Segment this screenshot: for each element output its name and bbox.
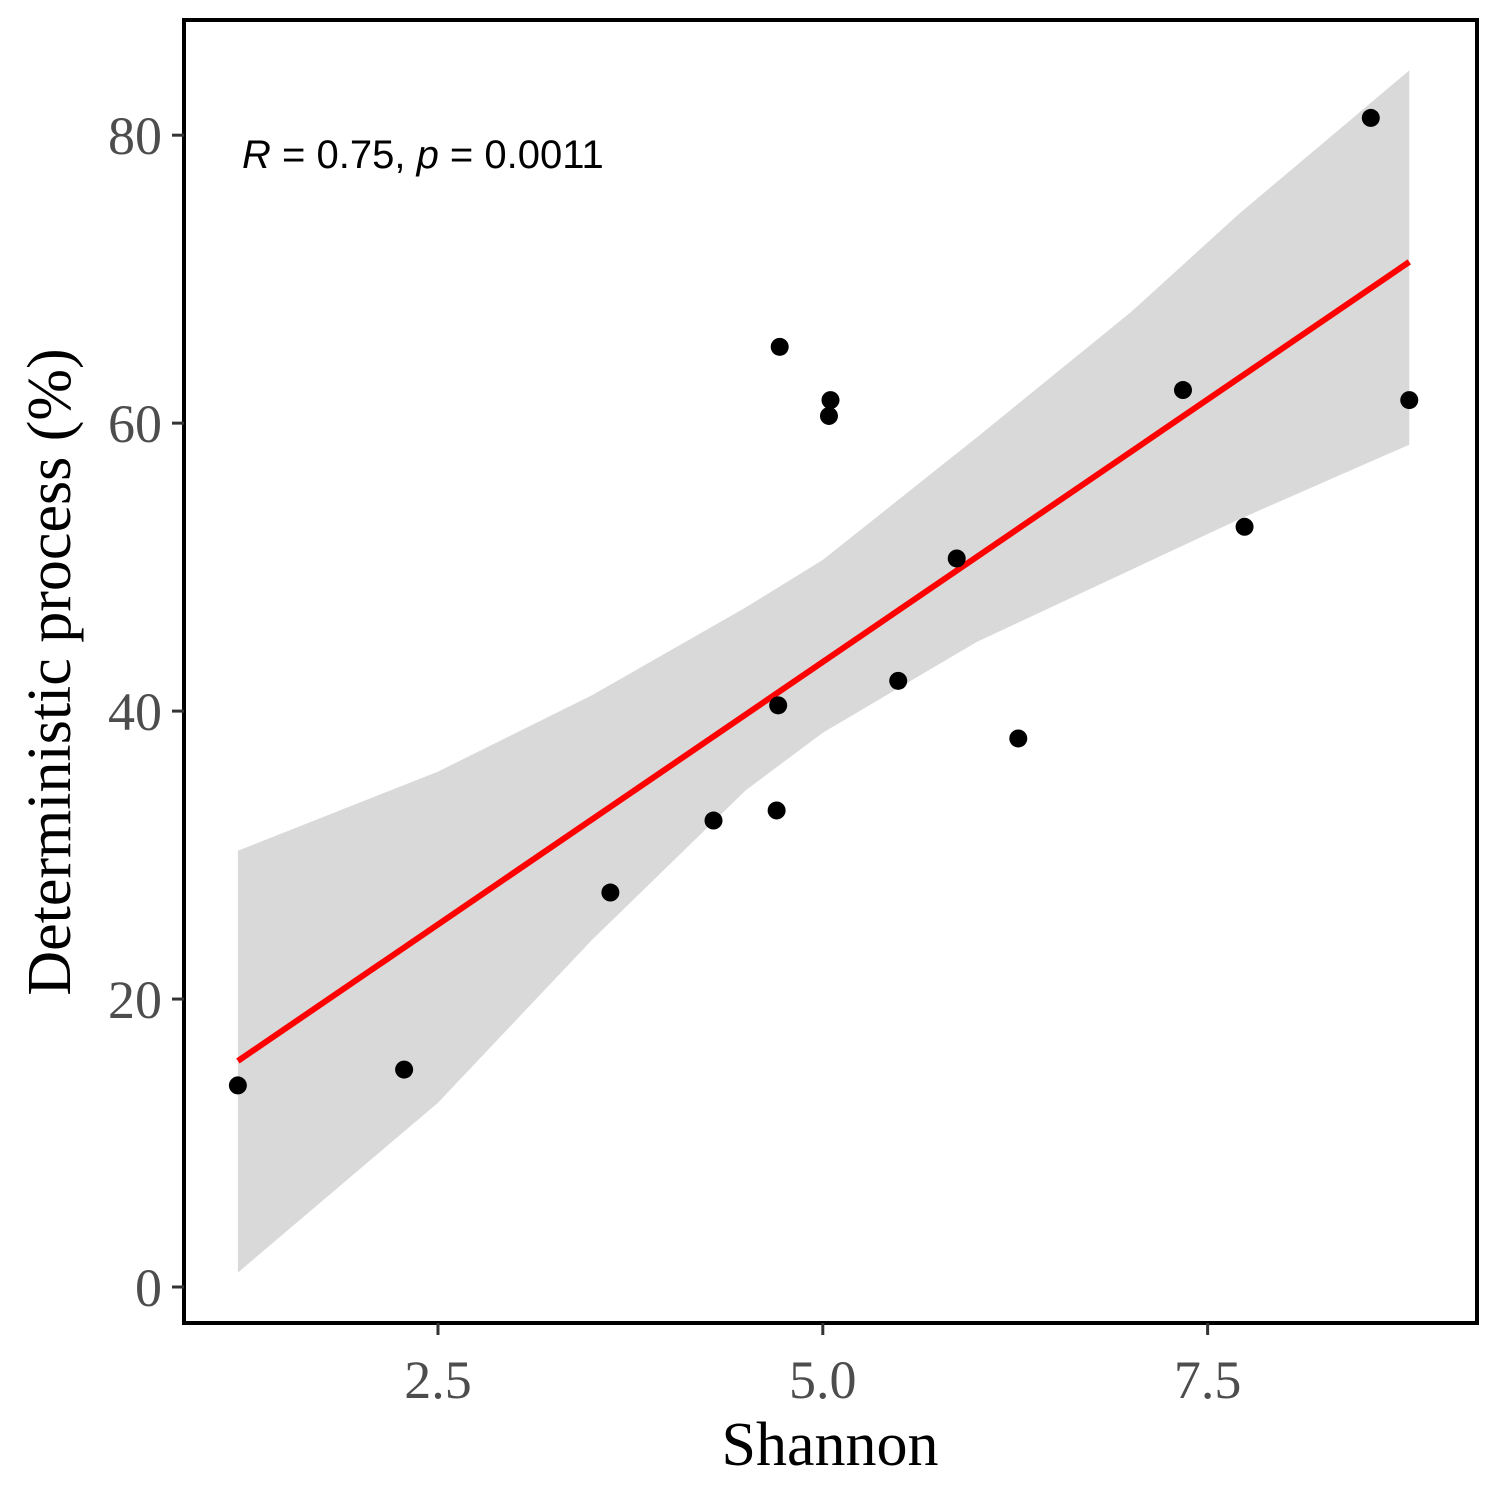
axis-layer: 2.5 5.0 7.5 0 20 40 60 80 xyxy=(108,106,1241,1410)
fit-line-layer xyxy=(236,259,1411,1064)
annotation-r-label: R xyxy=(242,133,271,177)
annotation-p-value: = 0.0011 xyxy=(439,133,604,177)
data-point xyxy=(767,801,786,820)
x-tick-label: 7.5 xyxy=(1174,1350,1242,1410)
data-point xyxy=(819,406,838,425)
x-tick-label: 5.0 xyxy=(789,1350,857,1410)
y-tick-label: 0 xyxy=(135,1258,162,1318)
y-tick-label: 20 xyxy=(108,970,162,1030)
confidence-band xyxy=(237,70,1410,1273)
annotation-r-value: = 0.75, xyxy=(271,133,417,177)
y-tick-label: 40 xyxy=(108,682,162,742)
plot-panel-border xyxy=(182,18,1479,1325)
x-tick-label: 2.5 xyxy=(404,1350,472,1410)
data-point xyxy=(947,549,966,568)
data-point xyxy=(1173,381,1192,400)
regression-line xyxy=(236,259,1411,1064)
data-point xyxy=(889,671,908,690)
data-point xyxy=(821,391,840,410)
data-point xyxy=(769,696,788,715)
data-point xyxy=(395,1060,414,1079)
data-point xyxy=(601,883,620,902)
annotation-p-label: p xyxy=(416,133,439,177)
y-axis-title: Deterministic process (%) xyxy=(16,348,84,995)
data-point xyxy=(228,1076,247,1095)
data-point xyxy=(1235,517,1254,536)
data-point xyxy=(704,811,723,830)
points-layer xyxy=(228,108,1419,1095)
x-axis-title: Shannon xyxy=(722,1411,939,1479)
confidence-band-layer xyxy=(237,70,1410,1273)
data-point xyxy=(1361,108,1380,127)
y-tick-label: 60 xyxy=(108,394,162,454)
y-tick-label: 80 xyxy=(108,106,162,166)
annotation-text: R = 0.75, p = 0.0011 xyxy=(242,133,604,177)
data-point xyxy=(1400,391,1419,410)
data-point xyxy=(1009,729,1028,748)
data-point xyxy=(770,337,789,356)
